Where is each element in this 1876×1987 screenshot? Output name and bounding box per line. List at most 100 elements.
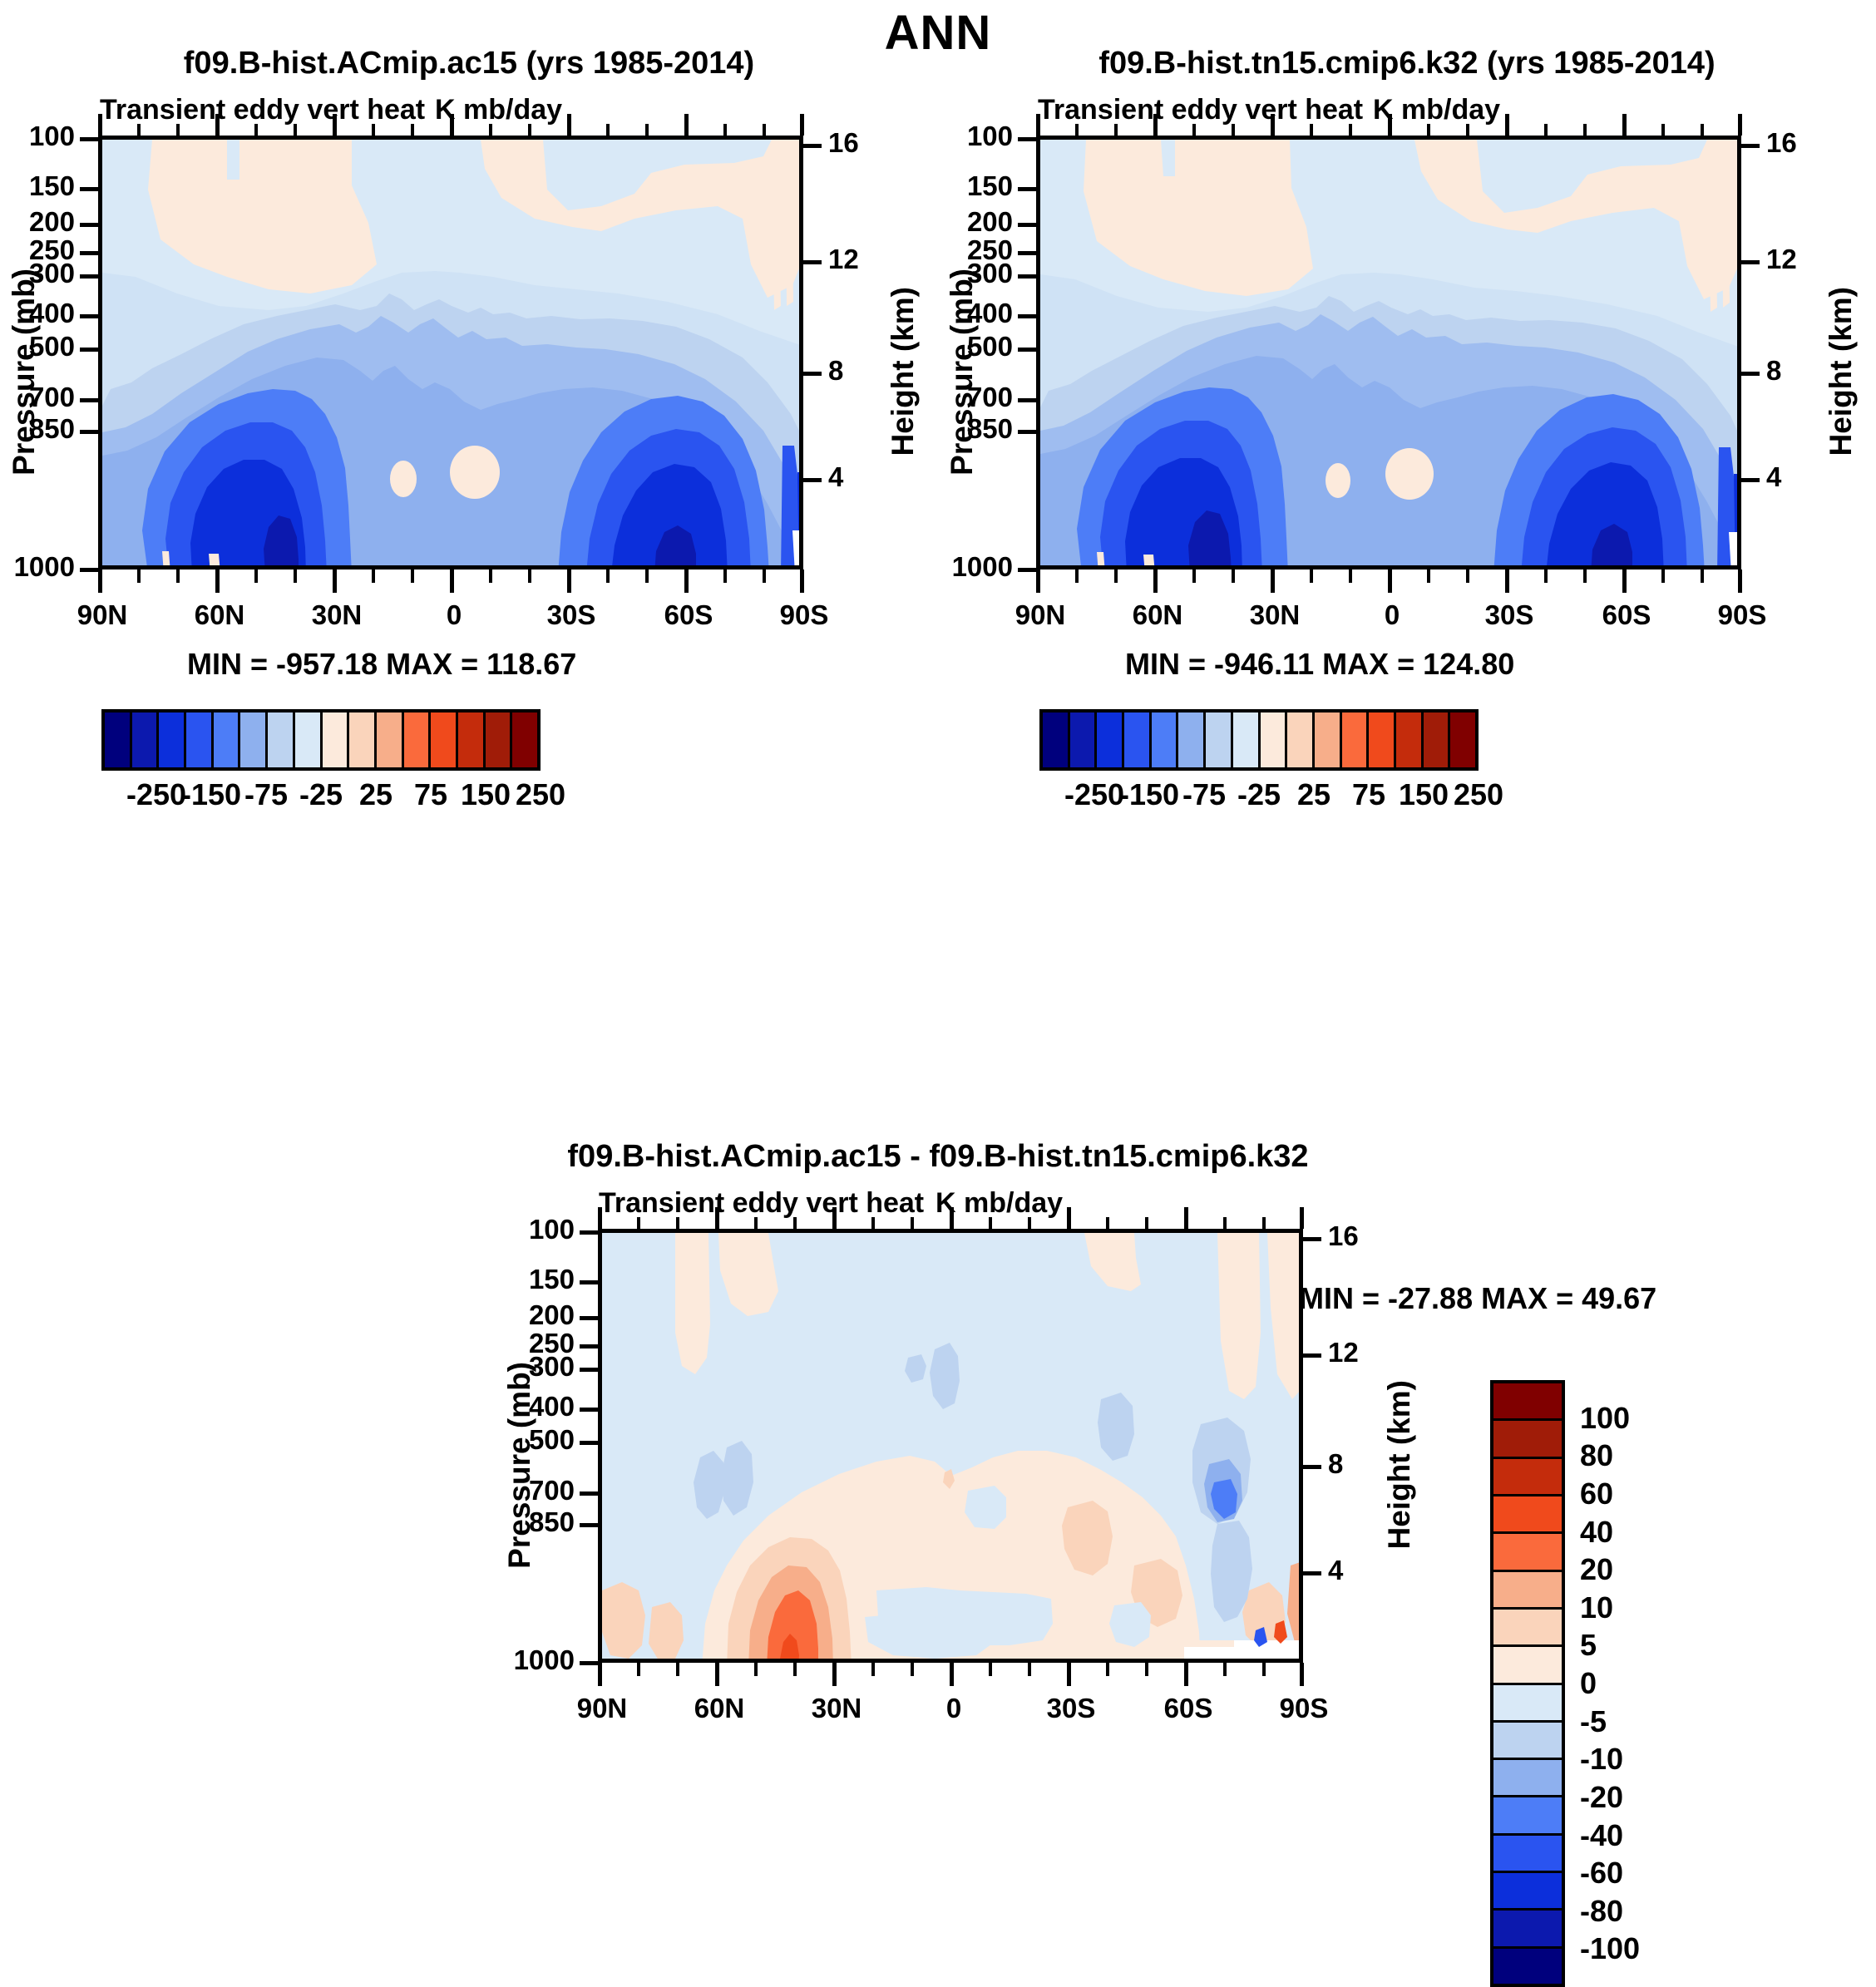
colorbar-tick-label: -250: [126, 777, 187, 811]
rtick-label: 12: [1328, 1337, 1359, 1368]
colorbar-tick-label: 250: [1453, 777, 1504, 811]
colorbar-tick-label: 75: [413, 777, 448, 811]
colorbar-tick-label: -100: [1580, 1931, 1641, 1966]
colorbar-cell: [1493, 1421, 1562, 1459]
xtick-label: 90S: [779, 599, 829, 630]
colorbar-cell: [376, 712, 404, 767]
colorbar-cell: [1178, 712, 1207, 767]
ytick-label: 150: [528, 1264, 575, 1294]
panel-top-right-title: f09.B-hist.tn15.cmip6.k32 (yrs 1985-2014…: [1098, 46, 1716, 81]
panel-top-right-variable-label: Transient eddy vert heat: [1038, 94, 1364, 126]
panel-top-right-units-label: K mb/day: [1373, 94, 1501, 126]
xtick-label: 60S: [1163, 1693, 1213, 1723]
ytick-label: 500: [28, 331, 75, 362]
xtick-label: 0: [446, 599, 462, 630]
colorbar-cell: [268, 712, 295, 767]
colorbar-cell: [1493, 1835, 1562, 1874]
colorbar-top-left-labels: -250 -150 -75 -25 25 75 150 250: [101, 777, 565, 816]
colorbar-cell: [485, 712, 513, 767]
rtick-label: 4: [828, 461, 844, 492]
colorbar-tick-label: -80: [1580, 1893, 1624, 1928]
panel-top-left-right-axis-title: Height (km): [886, 287, 920, 456]
colorbar-tick-label: 25: [1296, 777, 1331, 811]
rtick-label: 16: [1766, 127, 1797, 158]
colorbar-cell: [1493, 1760, 1562, 1798]
colorbar-cell: [1493, 1609, 1562, 1648]
xtick-label: 60S: [664, 599, 713, 630]
ytick-label: 850: [28, 413, 75, 444]
colorbar-cell: [1493, 1496, 1562, 1535]
colorbar-cell: [1450, 712, 1475, 767]
panel-top-left-variable-label: Transient eddy vert heat: [100, 94, 426, 126]
panel-top-right-minmax: MIN = -946.11 MAX = 124.80: [1125, 647, 1515, 681]
panel-bottom-diff-title: f09.B-hist.ACmip.ac15 - f09.B-hist.tn15.…: [567, 1139, 1309, 1174]
panel-bottom-diff: f09.B-hist.ACmip.ac15 - f09.B-hist.tn15.…: [469, 1139, 1416, 1979]
colorbar-cell: [1097, 712, 1125, 767]
colorbar-cell: [1395, 712, 1424, 767]
colorbar-cell: [105, 712, 132, 767]
ytick-label: 400: [966, 298, 1013, 328]
colorbar-diff[interactable]: [1490, 1380, 1565, 1987]
colorbar-top-left[interactable]: [101, 709, 541, 771]
ytick-label: 700: [528, 1475, 575, 1506]
colorbar-tick-label: -75: [1182, 777, 1227, 811]
xtick-label: 30S: [1484, 599, 1534, 630]
xtick-label: 30N: [1249, 599, 1301, 630]
panel-top-left-title: f09.B-hist.ACmip.ac15 (yrs 1985-2014): [183, 46, 755, 81]
xtick-label: 0: [1384, 599, 1400, 630]
ytick-label: 250: [528, 1328, 575, 1358]
colorbar-cell: [1493, 1647, 1562, 1685]
colorbar-cell: [1493, 1948, 1562, 1984]
colorbar-cell: [1493, 1722, 1562, 1761]
colorbar-tick-label: -75: [244, 777, 289, 811]
colorbar-cell: [1287, 712, 1315, 767]
xtick-label: 90S: [1279, 1693, 1329, 1723]
panel-top-left-units-label: K mb/day: [435, 94, 563, 126]
rtick-label: 16: [1328, 1220, 1359, 1251]
colorbar-cell: [1341, 712, 1370, 767]
colorbar-cell: [1493, 1383, 1562, 1422]
xtick-label: 90N: [576, 1693, 628, 1723]
ytick-label: 300: [28, 258, 75, 288]
ytick-label: 400: [28, 298, 75, 328]
colorbar-tick-label: -5: [1580, 1703, 1607, 1738]
colorbar-cell: [349, 712, 377, 767]
ytick-label: 300: [528, 1351, 575, 1382]
rtick-label: 8: [1328, 1448, 1344, 1479]
colorbar-cell: [1314, 712, 1342, 767]
colorbar-cell: [1493, 1797, 1562, 1836]
colorbar-cell: [1069, 712, 1098, 767]
rtick-label: 4: [1328, 1555, 1344, 1585]
colorbar-top-right[interactable]: [1039, 709, 1479, 771]
ytick-label: 100: [528, 1214, 575, 1245]
colorbar-tick-label: -20: [1580, 1779, 1624, 1814]
rtick-label: 4: [1766, 461, 1782, 492]
colorbar-tick-label: 5: [1580, 1628, 1597, 1663]
colorbar-top-right-labels: -250 -150 -75 -25 25 75 150 250: [1039, 777, 1503, 816]
colorbar-diff-labels: 100 80 60 40 20 10 5 0 -5 -10 -20 -40 -6…: [1580, 1380, 1730, 1987]
colorbar-tick-label: -250: [1064, 777, 1125, 811]
colorbar-cell: [1151, 712, 1179, 767]
colorbar-tick-label: 10: [1580, 1590, 1614, 1625]
ytick-label: 500: [528, 1424, 575, 1455]
panel-top-left-plot: [98, 136, 803, 569]
colorbar-cell: [1493, 1534, 1562, 1572]
rtick-label: 8: [1766, 355, 1782, 386]
colorbar-tick-label: 150: [1398, 777, 1449, 811]
colorbar-tick-label: 40: [1580, 1514, 1614, 1549]
colorbar-cell: [1493, 1458, 1562, 1496]
ytick-label: 1000: [951, 551, 1013, 582]
xtick-label: 60N: [1132, 599, 1183, 630]
xtick-label: 90N: [1015, 599, 1066, 630]
ytick-label: 700: [966, 382, 1013, 412]
colorbar-tick-label: 0: [1580, 1666, 1597, 1700]
colorbar-tick-label: -10: [1580, 1742, 1624, 1777]
colorbar-cell: [1493, 1873, 1562, 1911]
figure-title: ANN: [884, 6, 992, 60]
xtick-label: 90S: [1717, 599, 1767, 630]
colorbar-tick-label: -25: [1237, 777, 1281, 811]
colorbar-cell: [1260, 712, 1288, 767]
xtick-label: 30N: [311, 599, 363, 630]
panel-top-left-contour-field: [102, 140, 799, 565]
panel-bottom-diff-variable-label: Transient eddy vert heat: [599, 1187, 925, 1219]
